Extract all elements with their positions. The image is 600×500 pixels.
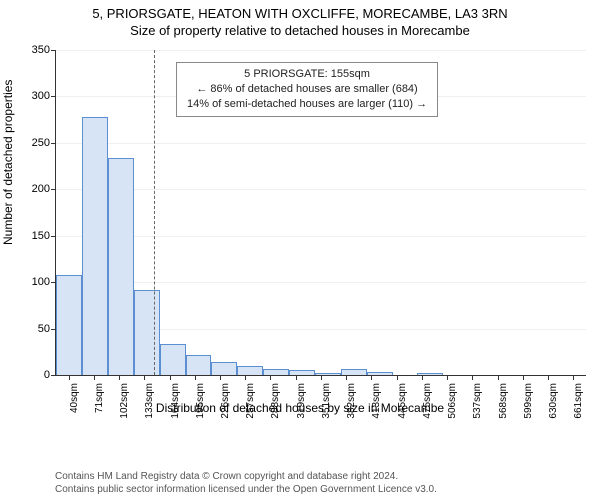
y-tick-label: 100: [32, 276, 56, 288]
reference-line: [154, 50, 155, 375]
y-tick-label: 350: [32, 44, 56, 56]
x-tick-mark: [573, 375, 574, 380]
y-axis-label: Number of detached properties: [1, 80, 15, 245]
x-tick-mark: [170, 375, 171, 380]
x-tick-mark: [447, 375, 448, 380]
x-tick-mark: [346, 375, 347, 380]
x-tick-mark: [472, 375, 473, 380]
x-tick-mark: [523, 375, 524, 380]
x-tick-mark: [119, 375, 120, 380]
y-tick-label: 0: [44, 369, 56, 381]
annotation-line-3: 14% of semi-detached houses are larger (…: [187, 97, 427, 112]
y-tick-label: 300: [32, 90, 56, 102]
bar: [211, 362, 237, 375]
x-tick-mark: [498, 375, 499, 380]
x-tick-mark: [94, 375, 95, 380]
annotation-box: 5 PRIORSGATE: 155sqm ← 86% of detached h…: [176, 62, 438, 117]
y-tick-label: 250: [32, 137, 56, 149]
page-title: 5, PRIORSGATE, HEATON WITH OXCLIFFE, MOR…: [0, 0, 600, 21]
x-tick-mark: [422, 375, 423, 380]
x-tick-mark: [69, 375, 70, 380]
x-tick-mark: [270, 375, 271, 380]
annotation-line-2: ← 86% of detached houses are smaller (68…: [187, 82, 427, 97]
chart-wrap: Number of detached properties 40sqm71sqm…: [0, 45, 600, 445]
bar: [82, 117, 108, 375]
footer: Contains HM Land Registry data © Crown c…: [55, 470, 437, 496]
x-axis-label: Distribution of detached houses by size …: [0, 401, 600, 415]
y-tick-label: 200: [32, 183, 56, 195]
annotation-line-1: 5 PRIORSGATE: 155sqm: [187, 67, 427, 82]
x-tick-mark: [371, 375, 372, 380]
chart-container: 5, PRIORSGATE, HEATON WITH OXCLIFFE, MOR…: [0, 0, 600, 500]
y-tick-label: 150: [32, 230, 56, 242]
y-tick-label: 50: [38, 323, 56, 335]
bar: [186, 355, 212, 375]
page-subtitle: Size of property relative to detached ho…: [0, 21, 600, 38]
x-tick-mark: [321, 375, 322, 380]
bar: [237, 366, 263, 375]
x-tick-mark: [548, 375, 549, 380]
footer-line-2: Contains public sector information licen…: [55, 483, 437, 496]
x-tick-mark: [144, 375, 145, 380]
x-tick-mark: [245, 375, 246, 380]
x-tick-mark: [195, 375, 196, 380]
x-tick-mark: [296, 375, 297, 380]
bar: [134, 290, 160, 375]
x-tick-mark: [220, 375, 221, 380]
bar: [108, 158, 134, 375]
x-tick-mark: [397, 375, 398, 380]
bar: [56, 275, 82, 375]
plot-area: 40sqm71sqm102sqm133sqm164sqm195sqm226sqm…: [55, 50, 586, 376]
footer-line-1: Contains HM Land Registry data © Crown c…: [55, 470, 437, 483]
bar: [160, 344, 186, 375]
